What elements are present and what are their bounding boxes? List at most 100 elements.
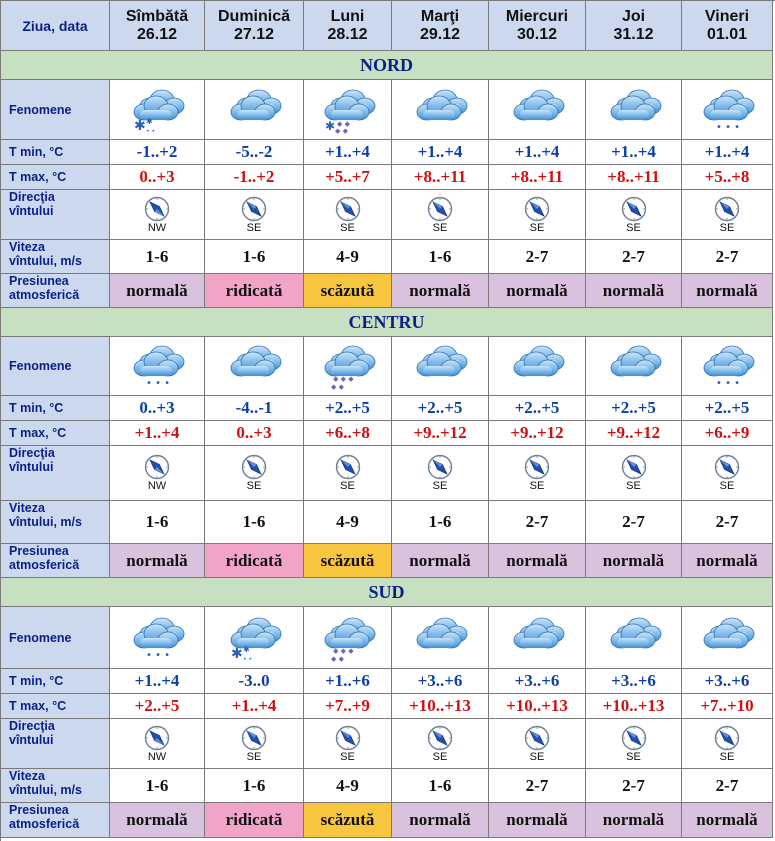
phenomena-cell — [586, 337, 682, 396]
day-date: 26.12 — [136, 25, 178, 43]
tmax-value: 0..+3 — [110, 165, 205, 190]
wind-direction-cell: NW — [110, 190, 205, 240]
wind-direction-cell: SE — [586, 446, 682, 501]
compass-icon — [621, 196, 647, 222]
wind-speed-value: 1-6 — [392, 769, 489, 803]
compass-icon — [241, 454, 267, 480]
wind-direction-text: SE — [432, 480, 448, 492]
wind-direction-text: SE — [719, 221, 735, 234]
tmax-value: +7..+10 — [682, 694, 773, 719]
pressure-badge: normală — [586, 544, 682, 578]
svg-text:• • •: • • • — [146, 378, 170, 389]
header-day-date-label: Ziua, data — [1, 1, 110, 51]
row-label-pressure: Presiunea atmosferică — [1, 803, 110, 838]
tmin-value: +2..+5 — [682, 396, 773, 421]
cloud-icon — [506, 86, 568, 134]
tmax-value: 0..+3 — [205, 421, 304, 446]
wind-direction-text: NW — [147, 221, 167, 234]
cloud-rain-icon: ◆ ◆ ◆ ◆ ◆ — [317, 342, 379, 390]
wind-speed-value: 4-9 — [304, 240, 392, 274]
compass-icon — [427, 725, 453, 751]
header-day-4: Marţi 29.12 — [392, 1, 489, 51]
tmax-value: +10..+13 — [586, 694, 682, 719]
pressure-badge: normală — [489, 274, 586, 308]
row-label-wind-direction: Direcţia vîntului — [1, 190, 110, 240]
pressure-badge: normală — [110, 803, 205, 838]
wind-direction-text: SE — [340, 221, 355, 234]
compass-icon — [427, 454, 453, 480]
wind-speed-value: 1-6 — [110, 769, 205, 803]
phenomena-cell — [205, 337, 304, 396]
phenomena-cell: • • • — [110, 607, 205, 669]
compass-icon — [144, 454, 170, 480]
wind-speed-value: 2-7 — [586, 501, 682, 544]
wind-speed-value: 1-6 — [205, 240, 304, 274]
wind-direction-cell: SE — [392, 190, 489, 240]
compass-icon — [144, 725, 170, 751]
pressure-badge: scăzută — [304, 274, 392, 308]
row-label-tmin: T min, °C — [1, 396, 110, 421]
wind-direction-cell: SE — [682, 446, 773, 501]
tmax-value: +6..+9 — [682, 421, 773, 446]
phenomena-cell: • • • — [110, 337, 205, 396]
day-name: Luni — [330, 7, 365, 25]
row-label-phenomena: Fenomene — [1, 607, 110, 669]
phenomena-cell — [489, 337, 586, 396]
compass-icon — [714, 454, 740, 480]
tmin-value: -5..-2 — [205, 140, 304, 165]
phenomena-cell — [489, 607, 586, 669]
row-label-line: Viteza — [9, 240, 45, 254]
tmin-value: 0..+3 — [110, 396, 205, 421]
wind-speed-value: 1-6 — [110, 240, 205, 274]
pressure-badge: ridicată — [205, 803, 304, 838]
compass-icon — [714, 196, 740, 222]
phenomena-cell: ◆ ◆ ◆ ◆ ◆ — [304, 337, 392, 396]
row-label-line: Direcţia — [9, 719, 55, 733]
pressure-badge: ridicată — [205, 274, 304, 308]
compass-icon — [241, 196, 267, 222]
phenomena-cell: ✱ ◆ ◆ ◆ ◆ — [304, 80, 392, 140]
region-title-sud: SUD — [1, 578, 773, 607]
svg-text:◆ ◆: ◆ ◆ — [337, 120, 351, 128]
compass-icon — [241, 725, 267, 751]
compass-icon — [524, 196, 550, 222]
phenomena-cell — [682, 607, 773, 669]
row-label-line: vîntului, m/s — [9, 783, 82, 797]
cloud-icon — [603, 342, 665, 390]
day-date: 28.12 — [327, 25, 368, 43]
day-name: Joi — [621, 7, 646, 25]
tmax-value: +7..+9 — [304, 694, 392, 719]
tmin-value: +3..+6 — [586, 669, 682, 694]
wind-speed-value: 2-7 — [682, 501, 773, 544]
wind-direction-text: SE — [340, 750, 355, 763]
pressure-badge: normală — [392, 803, 489, 838]
svg-text:• • •: • • • — [146, 650, 170, 661]
tmin-value: +1..+4 — [110, 669, 205, 694]
row-label-line: vîntului, m/s — [9, 254, 82, 268]
phenomena-cell — [205, 80, 304, 140]
cloud-light-snow-icon: • • • — [126, 614, 188, 662]
pressure-badge: normală — [110, 274, 205, 308]
tmax-value: -1..+2 — [205, 165, 304, 190]
row-label-line: atmosferică — [9, 817, 80, 831]
compass-icon — [427, 196, 453, 222]
phenomena-cell: ✱ ✱ • • — [205, 607, 304, 669]
wind-direction-text: NW — [147, 750, 167, 763]
phenomena-cell — [392, 337, 489, 396]
svg-text:◆ ◆: ◆ ◆ — [331, 383, 345, 390]
svg-text:• •: • • — [243, 656, 252, 662]
svg-text:• •: • • — [146, 128, 155, 134]
compass-icon — [335, 196, 361, 222]
cloud-icon — [696, 614, 758, 662]
tmin-value: +1..+4 — [489, 140, 586, 165]
pressure-badge: normală — [489, 803, 586, 838]
phenomena-cell — [586, 80, 682, 140]
wind-direction-cell: SE — [205, 190, 304, 240]
wind-direction-text: SE — [246, 480, 262, 492]
wind-direction-text: SE — [719, 480, 735, 492]
row-label-line: atmosferică — [9, 288, 80, 302]
wind-direction-cell: SE — [682, 190, 773, 240]
tmax-value: +5..+8 — [682, 165, 773, 190]
cloud-icon — [223, 342, 285, 390]
